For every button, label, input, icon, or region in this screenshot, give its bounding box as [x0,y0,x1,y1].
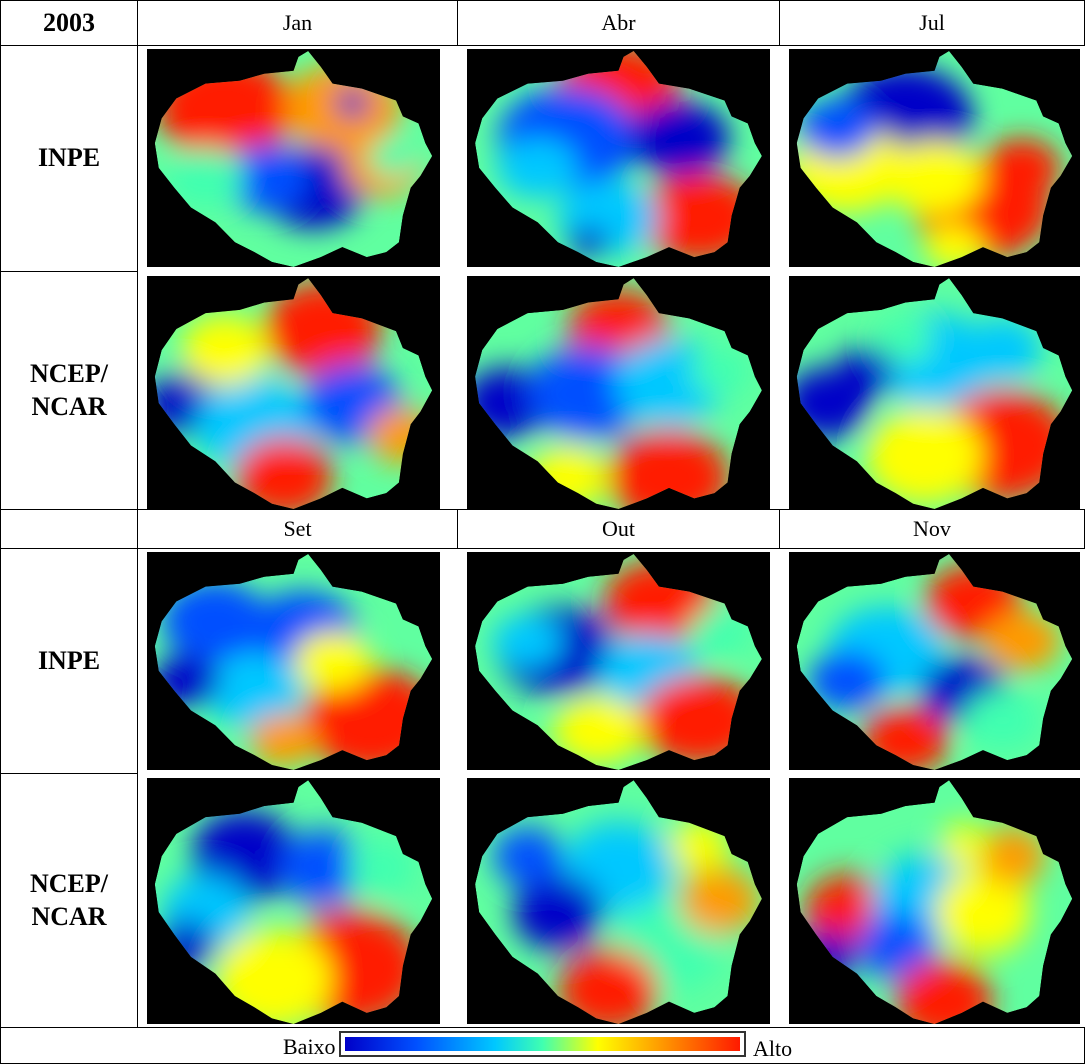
month-header-out: Out [457,509,780,549]
row-label-line: INPE [37,143,101,173]
map-panel [147,276,440,509]
field-blob [205,653,304,728]
color-legend: Baixo Alto [0,1027,1085,1064]
map-panel [789,552,1080,770]
field-blob [837,347,896,396]
field-blob [856,912,935,980]
map-image [147,778,440,1024]
field-blob [347,838,416,897]
field-blob [161,580,270,663]
legend-gradient [345,1037,740,1051]
legend-high-label: Alto [753,1036,793,1061]
row-label-line: INPE [37,645,101,675]
field-blob [679,867,760,935]
month-header-jan: Jan [137,0,458,46]
field-blob [552,696,644,764]
blank-header [0,509,138,549]
field-blob [293,631,372,691]
map-image [467,49,770,267]
map-panel [467,49,770,267]
field-blob [983,138,1061,198]
map-image [467,778,770,1024]
field-blob [278,829,367,906]
row-label-ncep-ncar: NCEP/NCAR [0,773,138,1028]
map-image [789,552,1080,770]
map-image [789,276,1080,509]
map-image [789,778,1080,1024]
legend-colorbar [339,1031,746,1057]
map-panel [147,778,440,1024]
row-label-line: NCAR [31,391,107,421]
field-blob [497,138,579,198]
field-blob [939,824,988,867]
field-blob [808,651,886,711]
field-blob [983,611,1061,671]
row-label-line: NCEP/ [30,869,108,898]
field-blob [628,101,730,176]
field-blob [669,819,730,871]
field-blob [512,874,604,950]
map-panel [147,552,440,770]
field-blob [876,315,935,364]
field-blob [334,90,370,117]
field-blob [492,826,563,886]
field-blob [689,347,750,396]
field-blob [568,227,609,258]
year-label: 2003 [0,0,138,46]
field-blob [934,870,1032,955]
month-header-nov: Nov [779,509,1085,549]
row-label-inpe: INPE [0,548,138,774]
field-blob [963,690,1042,751]
map-image [147,49,440,267]
field-blob [963,318,1042,382]
field-blob [978,826,1047,886]
map-image [789,49,1080,267]
map-panel [789,778,1080,1024]
map-panel [467,276,770,509]
row-label-line: NCAR [31,901,107,931]
row-label-line: NCEP/ [30,359,108,388]
field-blob [220,144,309,212]
field-blob [886,140,983,215]
map-panel [467,552,770,770]
field-blob [866,408,983,504]
field-blob [181,314,270,386]
field-blob [249,714,318,767]
map-image [147,552,440,770]
month-header-jul: Jul [779,0,1085,46]
row-label-ncep-ncar: NCEP/NCAR [0,271,138,510]
map-image [147,276,440,509]
map-panel [147,49,440,267]
legend-low-label: Baixo [283,1034,336,1059]
field-blob [492,615,563,668]
map-image [467,276,770,509]
month-header-abr: Abr [457,0,780,46]
map-image [467,552,770,770]
map-panel [789,49,1080,267]
map-panel [789,276,1080,509]
field-blob [798,98,877,158]
field-blob [166,148,245,208]
month-header-set: Set [137,509,458,549]
map-panel [467,778,770,1024]
field-blob [366,139,416,177]
row-label-inpe: INPE [0,45,138,272]
